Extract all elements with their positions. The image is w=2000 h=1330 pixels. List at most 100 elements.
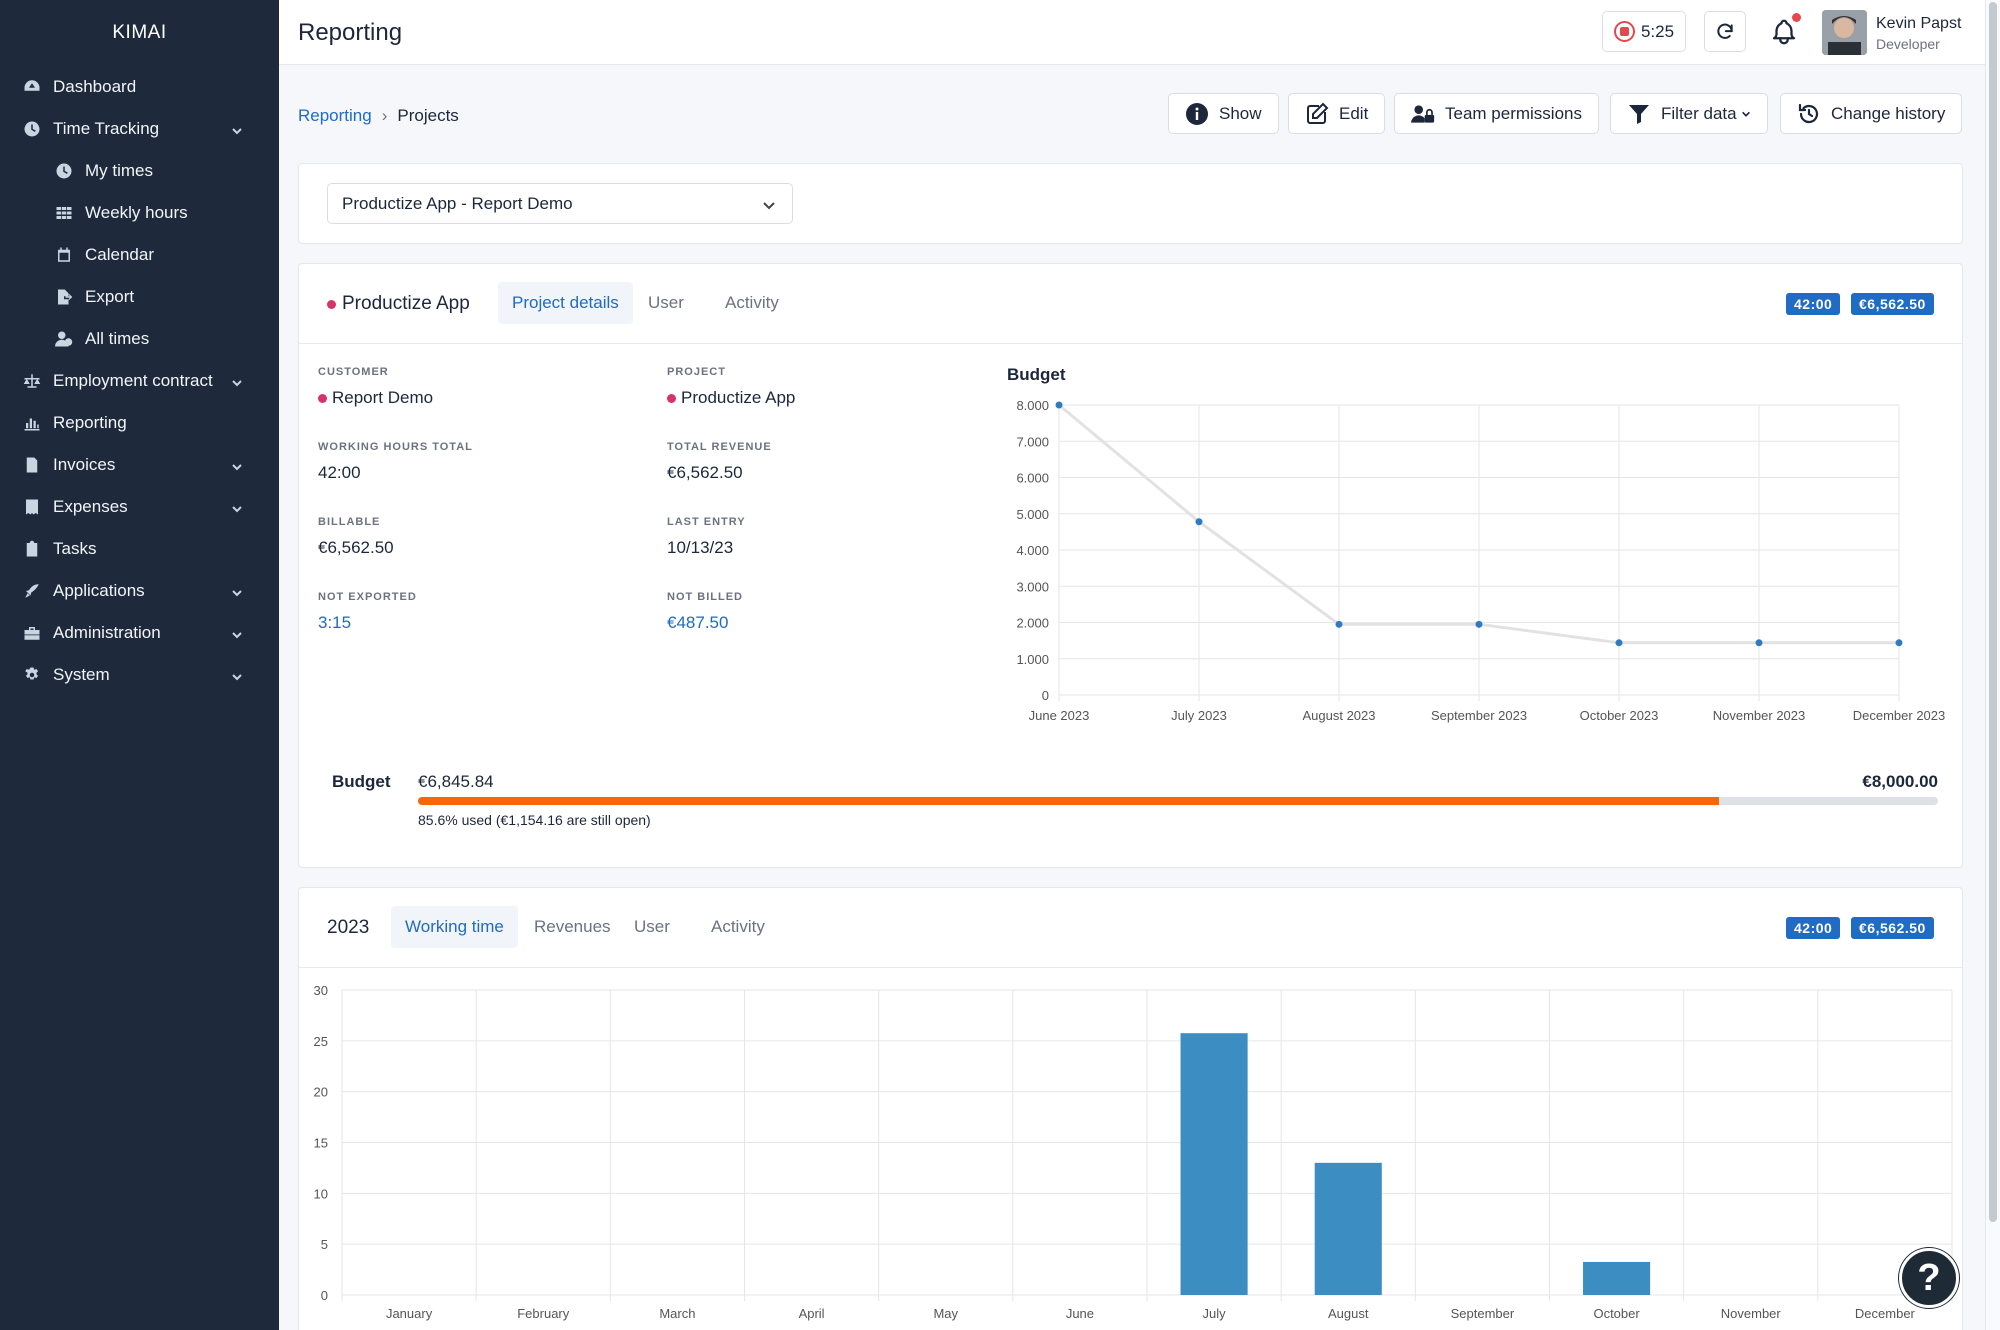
sidebar-item-applications[interactable]: Applications — [0, 570, 279, 612]
brand-logo[interactable]: KIMAI — [112, 22, 167, 43]
budget-used-value: €6,845.84 — [418, 772, 494, 791]
y-tick-label: 4.000 — [1016, 543, 1049, 558]
tab-user[interactable]: User — [648, 293, 684, 312]
chevron-down-icon — [231, 668, 243, 681]
edit-icon — [1307, 102, 1329, 124]
not-billed-link[interactable]: €487.50 — [667, 613, 729, 632]
sidebar-nav: Dashboard Time Tracking My times Weekly hou… — [0, 66, 279, 696]
project-select-value: Productize App - Report Demo — [342, 193, 573, 213]
breadcrumb-separator: › — [381, 106, 388, 125]
y-tick-label: 1.000 — [1016, 652, 1049, 667]
y-tick-label: 30 — [314, 983, 328, 998]
chevron-down-icon — [763, 202, 775, 210]
tab-project-details[interactable]: Project details — [498, 282, 633, 324]
question-icon: ? — [1917, 1256, 1941, 1299]
sidebar-item-expenses[interactable]: Expenses — [0, 486, 279, 528]
not-exported-link[interactable]: 3:15 — [318, 613, 352, 632]
users-clock-icon — [54, 329, 74, 349]
sidebar-item-calendar[interactable]: Calendar — [0, 234, 279, 276]
calendar-icon — [54, 245, 74, 265]
total-revenue-label: TOTAL REVENUE — [667, 441, 772, 453]
scale-icon — [22, 371, 42, 391]
tab-revenues[interactable]: Revenues — [534, 917, 611, 936]
total-revenue-value: €6,562.50 — [667, 463, 743, 482]
sidebar-item-label: Export — [85, 287, 135, 306]
project-select[interactable]: Productize App - Report Demo — [327, 183, 793, 224]
project-label: PROJECT — [667, 366, 726, 378]
sidebar-item-label: All times — [85, 329, 150, 348]
sidebar-item-dashboard[interactable]: Dashboard — [0, 66, 279, 108]
sidebar-item-label: Time Tracking — [53, 119, 160, 138]
filter-icon — [1629, 104, 1649, 124]
budget-chart-title: Budget — [1007, 365, 1066, 384]
year-hours-badge: 42:00 — [1786, 917, 1841, 939]
sidebar-item-label: Reporting — [53, 413, 127, 432]
sidebar-item-weekly-hours[interactable]: Weekly hours — [0, 192, 279, 234]
sidebar-item-time-tracking[interactable]: Time Tracking — [0, 108, 279, 150]
chevron-down-icon — [231, 584, 243, 597]
x-tick-label: December — [1855, 1306, 1916, 1321]
customer-value: Report Demo — [318, 388, 433, 408]
sidebar-item-tasks[interactable]: Tasks — [0, 528, 279, 570]
project-select-card: Productize App - Report Demo — [298, 163, 1963, 244]
bell-icon[interactable] — [1769, 16, 1799, 48]
x-tick-label: April — [799, 1306, 825, 1321]
refresh-button[interactable] — [1704, 11, 1746, 52]
sidebar-item-invoices[interactable]: Invoices — [0, 444, 279, 486]
project-value: Productize App — [667, 388, 795, 408]
not-billed-label: NOT BILLED — [667, 591, 743, 603]
y-tick-label: 7.000 — [1016, 434, 1049, 449]
y-tick-label: 25 — [314, 1034, 328, 1049]
receipt-icon — [22, 497, 42, 517]
stop-icon — [1613, 21, 1635, 42]
change-history-button[interactable]: Change history — [1780, 93, 1963, 134]
sidebar-item-label: Invoices — [53, 455, 116, 474]
x-tick-label: June 2023 — [1029, 708, 1090, 723]
scrollbar-thumb[interactable] — [1989, 2, 1997, 1222]
breadcrumb-reporting-link[interactable]: Reporting — [298, 106, 372, 125]
budget-progress-bar — [418, 797, 1938, 805]
team-permissions-label: Team permissions — [1445, 103, 1582, 123]
chevron-down-icon — [231, 458, 243, 471]
tab-activity[interactable]: Activity — [725, 293, 779, 312]
tab-year-user[interactable]: User — [634, 917, 670, 936]
grid-icon — [54, 203, 74, 223]
bar-july — [1180, 1033, 1248, 1295]
chevron-down-icon — [231, 500, 243, 513]
sidebar-item-my-times[interactable]: My times — [0, 150, 279, 192]
sidebar-item-export[interactable]: Export — [0, 276, 279, 318]
clock-icon — [54, 161, 74, 181]
team-permissions-button[interactable]: Team permissions — [1394, 93, 1599, 134]
active-timer-button[interactable]: 5:25 — [1602, 11, 1686, 52]
sidebar-item-reporting[interactable]: Reporting — [0, 402, 279, 444]
y-tick-label: 5 — [321, 1237, 328, 1252]
x-tick-label: June — [1066, 1306, 1094, 1321]
toolbox-icon — [22, 623, 42, 643]
filter-data-button[interactable]: Filter data — [1610, 93, 1768, 134]
sidebar-item-label: Applications — [53, 581, 145, 600]
sidebar-item-employment-contract[interactable]: Employment contract — [0, 360, 279, 402]
show-button[interactable]: Show — [1168, 93, 1279, 134]
timer-value: 5:25 — [1640, 21, 1675, 41]
x-tick-label: July — [1203, 1306, 1227, 1321]
customer-label: CUSTOMER — [318, 366, 389, 378]
sidebar-item-administration[interactable]: Administration — [0, 612, 279, 654]
sidebar-item-all-times[interactable]: All times — [0, 318, 279, 360]
y-tick-label: 8.000 — [1016, 398, 1049, 413]
chevron-down-icon — [1741, 111, 1750, 117]
user-name[interactable]: Kevin Papst — [1876, 15, 1962, 32]
y-tick-label: 6.000 — [1016, 471, 1049, 486]
data-point — [1335, 620, 1343, 628]
sidebar-item-system[interactable]: System — [0, 654, 279, 696]
tab-working-time[interactable]: Working time — [391, 906, 518, 948]
year-revenue-badge: €6,562.50 — [1851, 917, 1934, 939]
avatar[interactable] — [1822, 10, 1867, 55]
breadcrumb: Reporting › Projects — [298, 106, 459, 126]
tab-year-activity[interactable]: Activity — [711, 917, 765, 936]
edit-button[interactable]: Edit — [1288, 93, 1386, 134]
page-scrollbar[interactable] — [1985, 0, 2000, 1330]
bar-august — [1314, 1162, 1382, 1295]
help-button[interactable]: ? — [1899, 1248, 1959, 1308]
working-hours-label: WORKING HOURS TOTAL — [318, 441, 473, 453]
x-tick-label: July 2023 — [1171, 708, 1227, 723]
